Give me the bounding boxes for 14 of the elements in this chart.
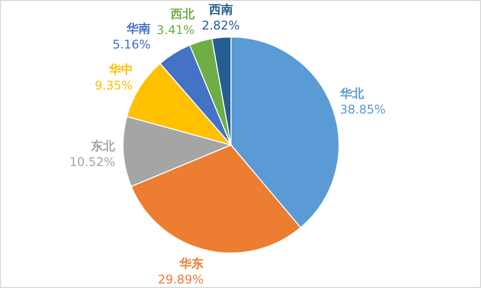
data-label: 2.82%: [202, 18, 240, 33]
slice-label: 西南: [208, 2, 233, 17]
data-label: 10.52%: [69, 155, 116, 170]
slice-label: 东北: [90, 139, 116, 154]
slice-label: 华南: [126, 21, 151, 36]
data-label: 38.85%: [340, 102, 386, 117]
slice-label: 华东: [178, 256, 204, 270]
slice-label: 华北: [338, 86, 365, 101]
data-label: 3.41%: [156, 23, 195, 38]
data-label: 29.89%: [158, 272, 204, 286]
slice-label: 西北: [170, 7, 196, 22]
slice-label: 华中: [108, 62, 133, 76]
data-label: 9.35%: [94, 78, 133, 92]
data-label: 5.16%: [112, 37, 151, 52]
